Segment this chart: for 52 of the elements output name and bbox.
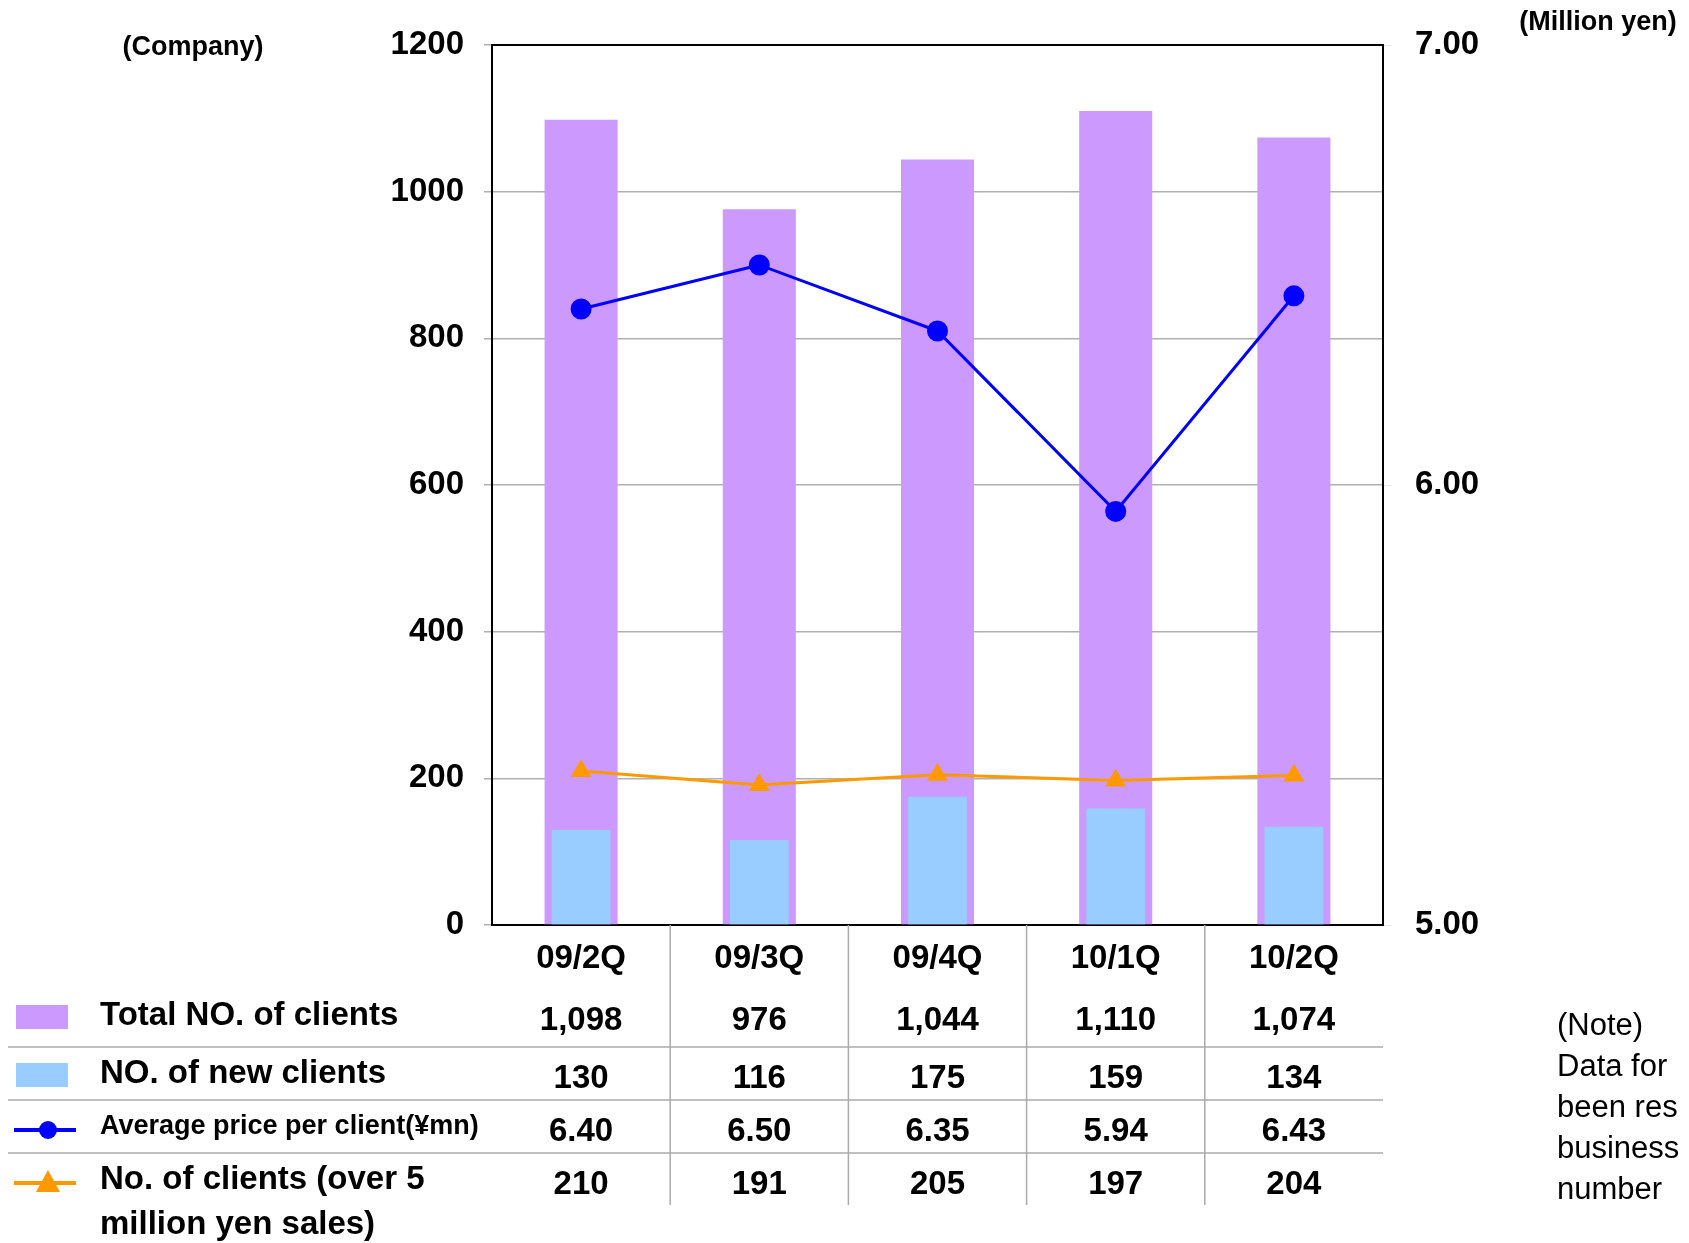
data-label: 5.94 xyxy=(1083,1111,1149,1149)
x-tick-label: 09/4Q xyxy=(892,937,983,975)
bar xyxy=(551,829,611,925)
point xyxy=(570,298,592,320)
data-label: 1,074 xyxy=(1252,1000,1336,1038)
legend-label: NO. of new clients xyxy=(100,1053,387,1091)
data-label: 1,098 xyxy=(539,1000,623,1038)
data-label: 1,110 xyxy=(1075,1000,1157,1038)
x-tick-label: 10/1Q xyxy=(1070,937,1161,975)
point xyxy=(927,320,948,342)
data-label: 6.50 xyxy=(727,1111,792,1149)
y-axis-title: (Company) xyxy=(122,31,264,62)
y-tick-label: 0 xyxy=(445,904,464,942)
bar xyxy=(1264,826,1324,925)
legend-label: Total NO. of clients xyxy=(100,995,399,1033)
y2-axis-title: (Million yen) xyxy=(1519,6,1677,37)
data-label: 134 xyxy=(1266,1058,1323,1096)
y-tick-label: 600 xyxy=(408,464,464,502)
y-tick-label: 400 xyxy=(408,610,464,648)
y2-tick-label: 6.00 xyxy=(1415,464,1480,502)
data-label: 210 xyxy=(553,1164,609,1202)
data-label: 159 xyxy=(1088,1058,1144,1096)
data-label: 204 xyxy=(1266,1164,1323,1202)
text: (Note) Data for been res business number xyxy=(1557,1006,1680,1206)
data-label: 191 xyxy=(731,1164,787,1202)
data-label: 6.35 xyxy=(905,1111,970,1149)
data-label: 1,044 xyxy=(896,1000,980,1038)
data-label: 205 xyxy=(909,1164,966,1202)
y2-tick-label: 5.00 xyxy=(1415,904,1480,942)
data-label: 197 xyxy=(1088,1164,1144,1202)
x-tick-label: 09/2Q xyxy=(536,937,627,975)
legend-label: No. of clients (over 5 million yen sales) xyxy=(100,1159,425,1242)
bar xyxy=(1086,808,1146,925)
data-label: 6.40 xyxy=(548,1111,614,1149)
x-tick-label: 10/2Q xyxy=(1248,937,1339,975)
x-tick-label: 09/3Q xyxy=(714,937,805,975)
y-tick-label: 1200 xyxy=(390,24,464,62)
point xyxy=(1105,500,1127,522)
data-label: 6.43 xyxy=(1261,1111,1327,1149)
bar xyxy=(908,796,967,925)
point xyxy=(748,254,770,276)
y-tick-label: 1000 xyxy=(390,170,464,208)
y-tick-label: 800 xyxy=(408,317,464,355)
y-tick-label: 200 xyxy=(408,757,464,795)
data-label: 116 xyxy=(732,1058,786,1096)
data-label: 130 xyxy=(553,1058,609,1096)
legend-label: Average price per client(¥mn) xyxy=(100,1110,479,1141)
data-label: 976 xyxy=(731,1000,787,1038)
y2-tick-label: 7.00 xyxy=(1415,24,1480,62)
point xyxy=(1283,285,1305,307)
bar xyxy=(729,839,789,925)
data-label: 175 xyxy=(909,1058,966,1096)
